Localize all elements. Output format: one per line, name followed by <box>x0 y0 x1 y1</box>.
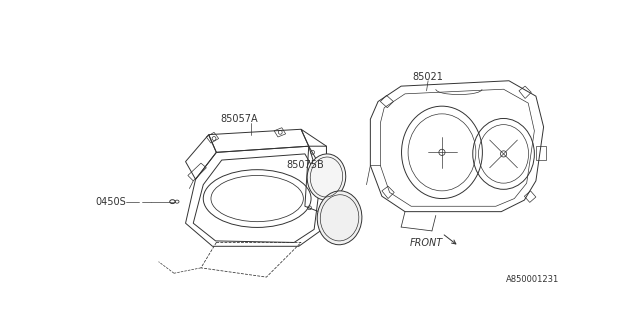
Ellipse shape <box>307 154 346 200</box>
Ellipse shape <box>317 191 362 245</box>
Text: 85075B: 85075B <box>286 160 324 171</box>
Text: 0450S: 0450S <box>95 196 126 207</box>
Text: A850001231: A850001231 <box>506 275 559 284</box>
Text: 85021: 85021 <box>413 72 444 82</box>
Text: FRONT: FRONT <box>410 238 443 248</box>
Text: 85057A: 85057A <box>221 114 259 124</box>
